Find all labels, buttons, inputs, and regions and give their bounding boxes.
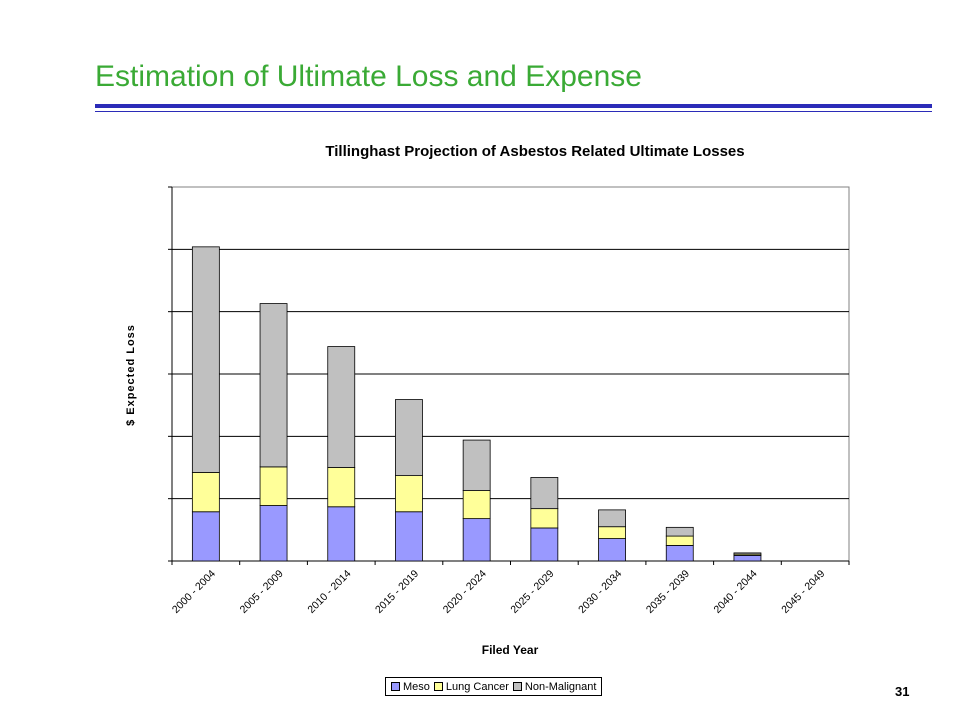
bar-non-malignant	[259, 303, 288, 468]
legend-item-meso: Meso	[391, 681, 430, 693]
bar-non-malignant	[191, 246, 220, 473]
bar-non-malignant	[395, 399, 423, 477]
title-rule-thick	[95, 104, 932, 108]
bar-non-malignant	[733, 552, 762, 555]
legend-item-non-malignant: Non-Malignant	[512, 680, 597, 693]
bar-meso	[191, 511, 220, 562]
x-tick-label: 2025 - 2029	[508, 568, 556, 616]
bar-lung-cancer	[259, 466, 288, 506]
x-tick-label: 2005 - 2009	[238, 568, 286, 616]
x-tick-label: 2010 - 2014	[305, 568, 353, 616]
bar-lung-cancer	[462, 490, 491, 520]
legend-label-non-malignant: Non-Malignant	[524, 680, 597, 693]
bar-lung-cancer	[665, 535, 694, 546]
legend-item-lung-cancer: Lung Cancer	[433, 680, 509, 693]
bar-non-malignant	[327, 346, 356, 468]
bar-lung-cancer	[395, 475, 423, 513]
bar-meso	[327, 506, 356, 562]
legend: Meso Lung Cancer Non-Malignant	[385, 677, 603, 696]
bar-non-malignant	[665, 526, 694, 537]
page-number: 31	[895, 684, 910, 699]
x-tick-label: 2020 - 2024	[441, 568, 489, 616]
bar-meso	[259, 505, 288, 562]
bar-meso	[733, 554, 762, 562]
bar-non-malignant	[598, 509, 626, 528]
legend-swatch-meso	[391, 682, 400, 691]
bar-lung-cancer	[191, 472, 220, 513]
bar-non-malignant	[462, 439, 491, 491]
legend-swatch-lung-cancer	[433, 682, 443, 691]
bar-meso	[462, 518, 491, 562]
x-tick-label: 2030 - 2034	[576, 568, 624, 616]
y-axis-label: $ Expected Loss	[125, 324, 137, 426]
bar-lung-cancer	[327, 467, 356, 508]
bar-non-malignant	[530, 477, 559, 510]
x-tick-label: 2015 - 2019	[373, 568, 421, 616]
x-tick-label: 2000 - 2004	[170, 568, 218, 616]
x-tick-label: 2035 - 2039	[644, 568, 692, 616]
title-rule-thin	[95, 111, 932, 112]
bar-meso	[665, 545, 694, 562]
legend-label-meso: Meso	[403, 680, 430, 693]
bar-lung-cancer	[530, 508, 559, 529]
bar-meso	[598, 538, 626, 562]
x-tick-label: 2045 - 2049	[779, 568, 827, 616]
slide-title: Estimation of Ultimate Loss and Expense	[95, 60, 642, 93]
legend-swatch-non-malignant	[512, 682, 522, 691]
bar-lung-cancer	[598, 526, 626, 539]
chart-title: Tillinghast Projection of Asbestos Relat…	[325, 143, 745, 160]
x-tick-label: 2040 - 2044	[712, 568, 760, 616]
bar-meso	[530, 527, 559, 562]
x-axis-label: Filed Year	[481, 643, 539, 657]
bar-meso	[395, 511, 423, 562]
legend-label-lung-cancer: Lung Cancer	[445, 680, 509, 693]
